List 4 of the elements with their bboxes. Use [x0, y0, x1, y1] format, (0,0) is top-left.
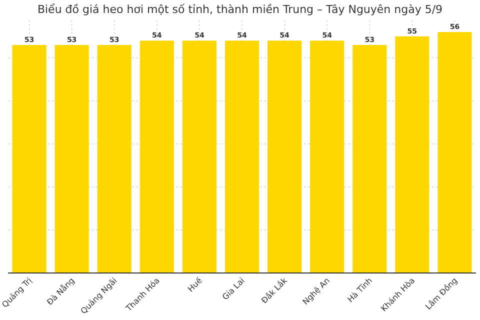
x-tick-label: Gia Lai	[220, 276, 246, 302]
chart-title: Biểu đồ giá heo hơi một số tỉnh, thành miền Trung – Tây Nguyên ngày 5/9	[37, 3, 443, 16]
x-tick-label: Hà Tĩnh	[346, 276, 374, 304]
x-tick-label: Đắk Lắk	[259, 275, 290, 306]
